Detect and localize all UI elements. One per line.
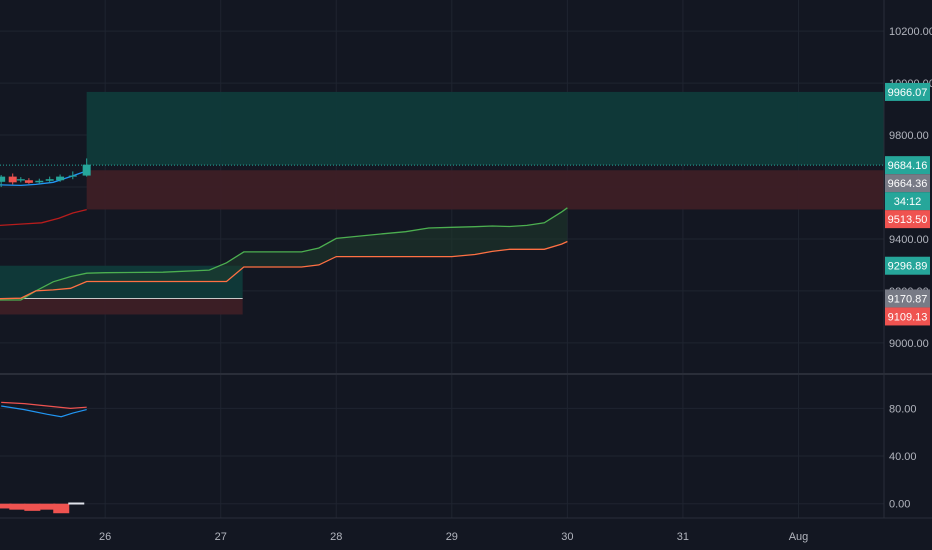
time-tick-label: 28 (330, 531, 342, 543)
price-tag[interactable] (885, 256, 930, 275)
candle-body[interactable] (45, 179, 54, 181)
candle-body[interactable] (16, 179, 25, 181)
price-tick-label: 10200.00 (889, 26, 932, 38)
histogram-bar (0, 503, 12, 509)
price-tag[interactable] (885, 156, 930, 175)
time-tick-label: 29 (446, 531, 458, 543)
histogram-bar (68, 502, 85, 505)
candle-body[interactable] (24, 180, 33, 183)
price-tag[interactable] (885, 307, 930, 326)
candle-body[interactable] (56, 176, 65, 181)
time-tick-label: 30 (561, 531, 573, 543)
price-tag-label: 9513.50 (888, 214, 928, 226)
price-tag-label: 9170.87 (888, 293, 928, 305)
price-tick-label: 9000.00 (889, 338, 929, 350)
lower-indicator-line (0, 208, 87, 227)
candle-body[interactable] (8, 176, 17, 183)
candle-body[interactable] (0, 176, 6, 182)
oscillator-line-blue (1, 405, 87, 418)
histogram-bar (39, 503, 56, 510)
time-tick-label: 31 (677, 531, 689, 543)
price-tag[interactable] (885, 210, 930, 229)
price-tick-label: 9400.00 (889, 234, 929, 246)
price-tag[interactable] (885, 82, 930, 101)
price-tag-label: 9966.07 (888, 87, 928, 99)
cloud-upper-line (0, 207, 568, 301)
oscillator-tick-label: 0.00 (889, 499, 910, 511)
price-tick-label: 9800.00 (889, 130, 929, 142)
price-tag-label: 34:12 (894, 196, 922, 208)
oscillator-line-red (1, 401, 87, 410)
time-tick-label: 26 (99, 531, 111, 543)
oscillator-tick-label: 40.00 (889, 451, 917, 463)
loss-zone[interactable] (0, 298, 243, 315)
histogram-bar (24, 503, 41, 511)
price-tag[interactable] (885, 289, 930, 308)
price-tag[interactable] (885, 174, 930, 193)
time-tick-label: 27 (215, 531, 227, 543)
price-tag-label: 9296.89 (888, 261, 928, 273)
profit-zone[interactable] (86, 91, 884, 166)
price-tag-label: 9684.16 (888, 160, 928, 172)
candle-body[interactable] (35, 180, 44, 183)
candle-body[interactable] (68, 175, 77, 177)
time-tick-label: Aug (789, 531, 809, 543)
cloud-fill (0, 207, 568, 300)
cloud-lower-line (0, 240, 568, 300)
price-tag[interactable] (885, 192, 930, 211)
candle-body[interactable] (82, 164, 91, 176)
loss-zone[interactable] (86, 170, 884, 210)
oscillator-tick-label: 80.00 (889, 403, 917, 415)
price-tag-label: 9109.13 (888, 311, 928, 323)
histogram-bar (53, 503, 70, 514)
price-tag-label: 9664.36 (888, 178, 928, 190)
histogram-bar (9, 503, 26, 510)
